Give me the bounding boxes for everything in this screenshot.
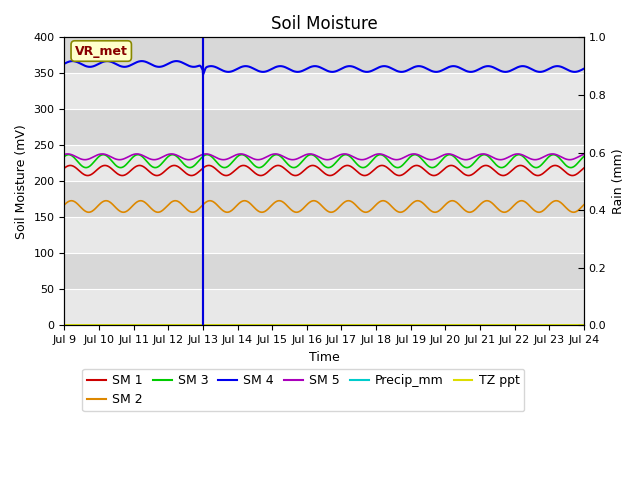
- SM 2: [189, 209, 196, 215]
- SM 5: [531, 157, 539, 163]
- SM 3: [580, 154, 588, 159]
- Bar: [65, 145, 584, 181]
- SM 3: [273, 152, 280, 157]
- SM 2: [61, 202, 68, 208]
- TZ ppt: [273, 322, 280, 328]
- SM 5: [415, 152, 423, 158]
- Line: SM 3: SM 3: [65, 155, 584, 168]
- SM 1: [273, 163, 280, 168]
- Precip_mm: [90, 322, 98, 328]
- TZ ppt: [255, 322, 262, 328]
- SM 2: [273, 198, 281, 204]
- SM 1: [172, 163, 179, 168]
- SM 1: [416, 163, 424, 169]
- SM 3: [428, 165, 436, 170]
- TZ ppt: [275, 322, 283, 328]
- SM 3: [61, 154, 68, 159]
- Precip_mm: [61, 322, 68, 328]
- SM 4: [580, 66, 588, 72]
- SM 3: [255, 165, 262, 170]
- Line: SM 4: SM 4: [65, 61, 584, 74]
- SM 2: [255, 209, 263, 215]
- Line: SM 1: SM 1: [65, 166, 584, 176]
- SM 5: [275, 152, 283, 157]
- SM 4: [103, 58, 111, 64]
- SM 1: [61, 165, 68, 171]
- SM 5: [514, 151, 522, 157]
- SM 4: [199, 72, 207, 77]
- SM 1: [580, 165, 588, 171]
- SM 2: [416, 198, 424, 204]
- TZ ppt: [580, 322, 588, 328]
- X-axis label: Time: Time: [308, 350, 339, 363]
- SM 5: [90, 154, 98, 159]
- Line: SM 5: SM 5: [65, 154, 584, 160]
- SM 4: [172, 58, 179, 64]
- Title: Soil Moisture: Soil Moisture: [271, 15, 378, 33]
- Precip_mm: [172, 322, 179, 328]
- Bar: [65, 253, 584, 289]
- Text: VR_met: VR_met: [75, 45, 127, 58]
- SM 1: [309, 163, 317, 168]
- SM 1: [255, 172, 262, 178]
- SM 4: [273, 64, 281, 70]
- SM 4: [90, 63, 98, 69]
- Line: SM 2: SM 2: [65, 201, 584, 212]
- Legend: SM 1, SM 2, SM 3, SM 4, SM 5, Precip_mm, TZ ppt: SM 1, SM 2, SM 3, SM 4, SM 5, Precip_mm,…: [82, 369, 524, 411]
- Precip_mm: [255, 322, 262, 328]
- SM 5: [255, 157, 262, 163]
- SM 5: [172, 152, 179, 157]
- SM 2: [580, 202, 588, 208]
- SM 5: [580, 152, 588, 157]
- SM 4: [416, 63, 424, 69]
- SM 3: [275, 153, 283, 158]
- Bar: [65, 289, 584, 325]
- SM 3: [90, 159, 98, 165]
- TZ ppt: [90, 322, 98, 328]
- SM 3: [445, 152, 453, 157]
- SM 2: [206, 198, 214, 204]
- SM 4: [61, 61, 68, 67]
- SM 5: [273, 151, 280, 157]
- SM 3: [415, 154, 423, 159]
- Bar: [65, 181, 584, 217]
- TZ ppt: [415, 322, 423, 328]
- SM 1: [90, 169, 98, 175]
- Y-axis label: Rain (mm): Rain (mm): [612, 148, 625, 214]
- Precip_mm: [273, 322, 280, 328]
- Precip_mm: [415, 322, 423, 328]
- Bar: [65, 73, 584, 109]
- Precip_mm: [580, 322, 588, 328]
- Y-axis label: Soil Moisture (mV): Soil Moisture (mV): [15, 124, 28, 239]
- SM 4: [255, 68, 263, 74]
- TZ ppt: [61, 322, 68, 328]
- SM 5: [61, 152, 68, 157]
- Bar: [65, 217, 584, 253]
- SM 2: [90, 207, 98, 213]
- SM 1: [292, 173, 300, 179]
- SM 3: [172, 153, 179, 158]
- Bar: [65, 37, 584, 73]
- Bar: [65, 109, 584, 145]
- SM 2: [276, 198, 284, 204]
- Precip_mm: [275, 322, 283, 328]
- SM 4: [276, 63, 284, 69]
- SM 2: [172, 198, 179, 204]
- TZ ppt: [172, 322, 179, 328]
- SM 1: [275, 163, 283, 168]
